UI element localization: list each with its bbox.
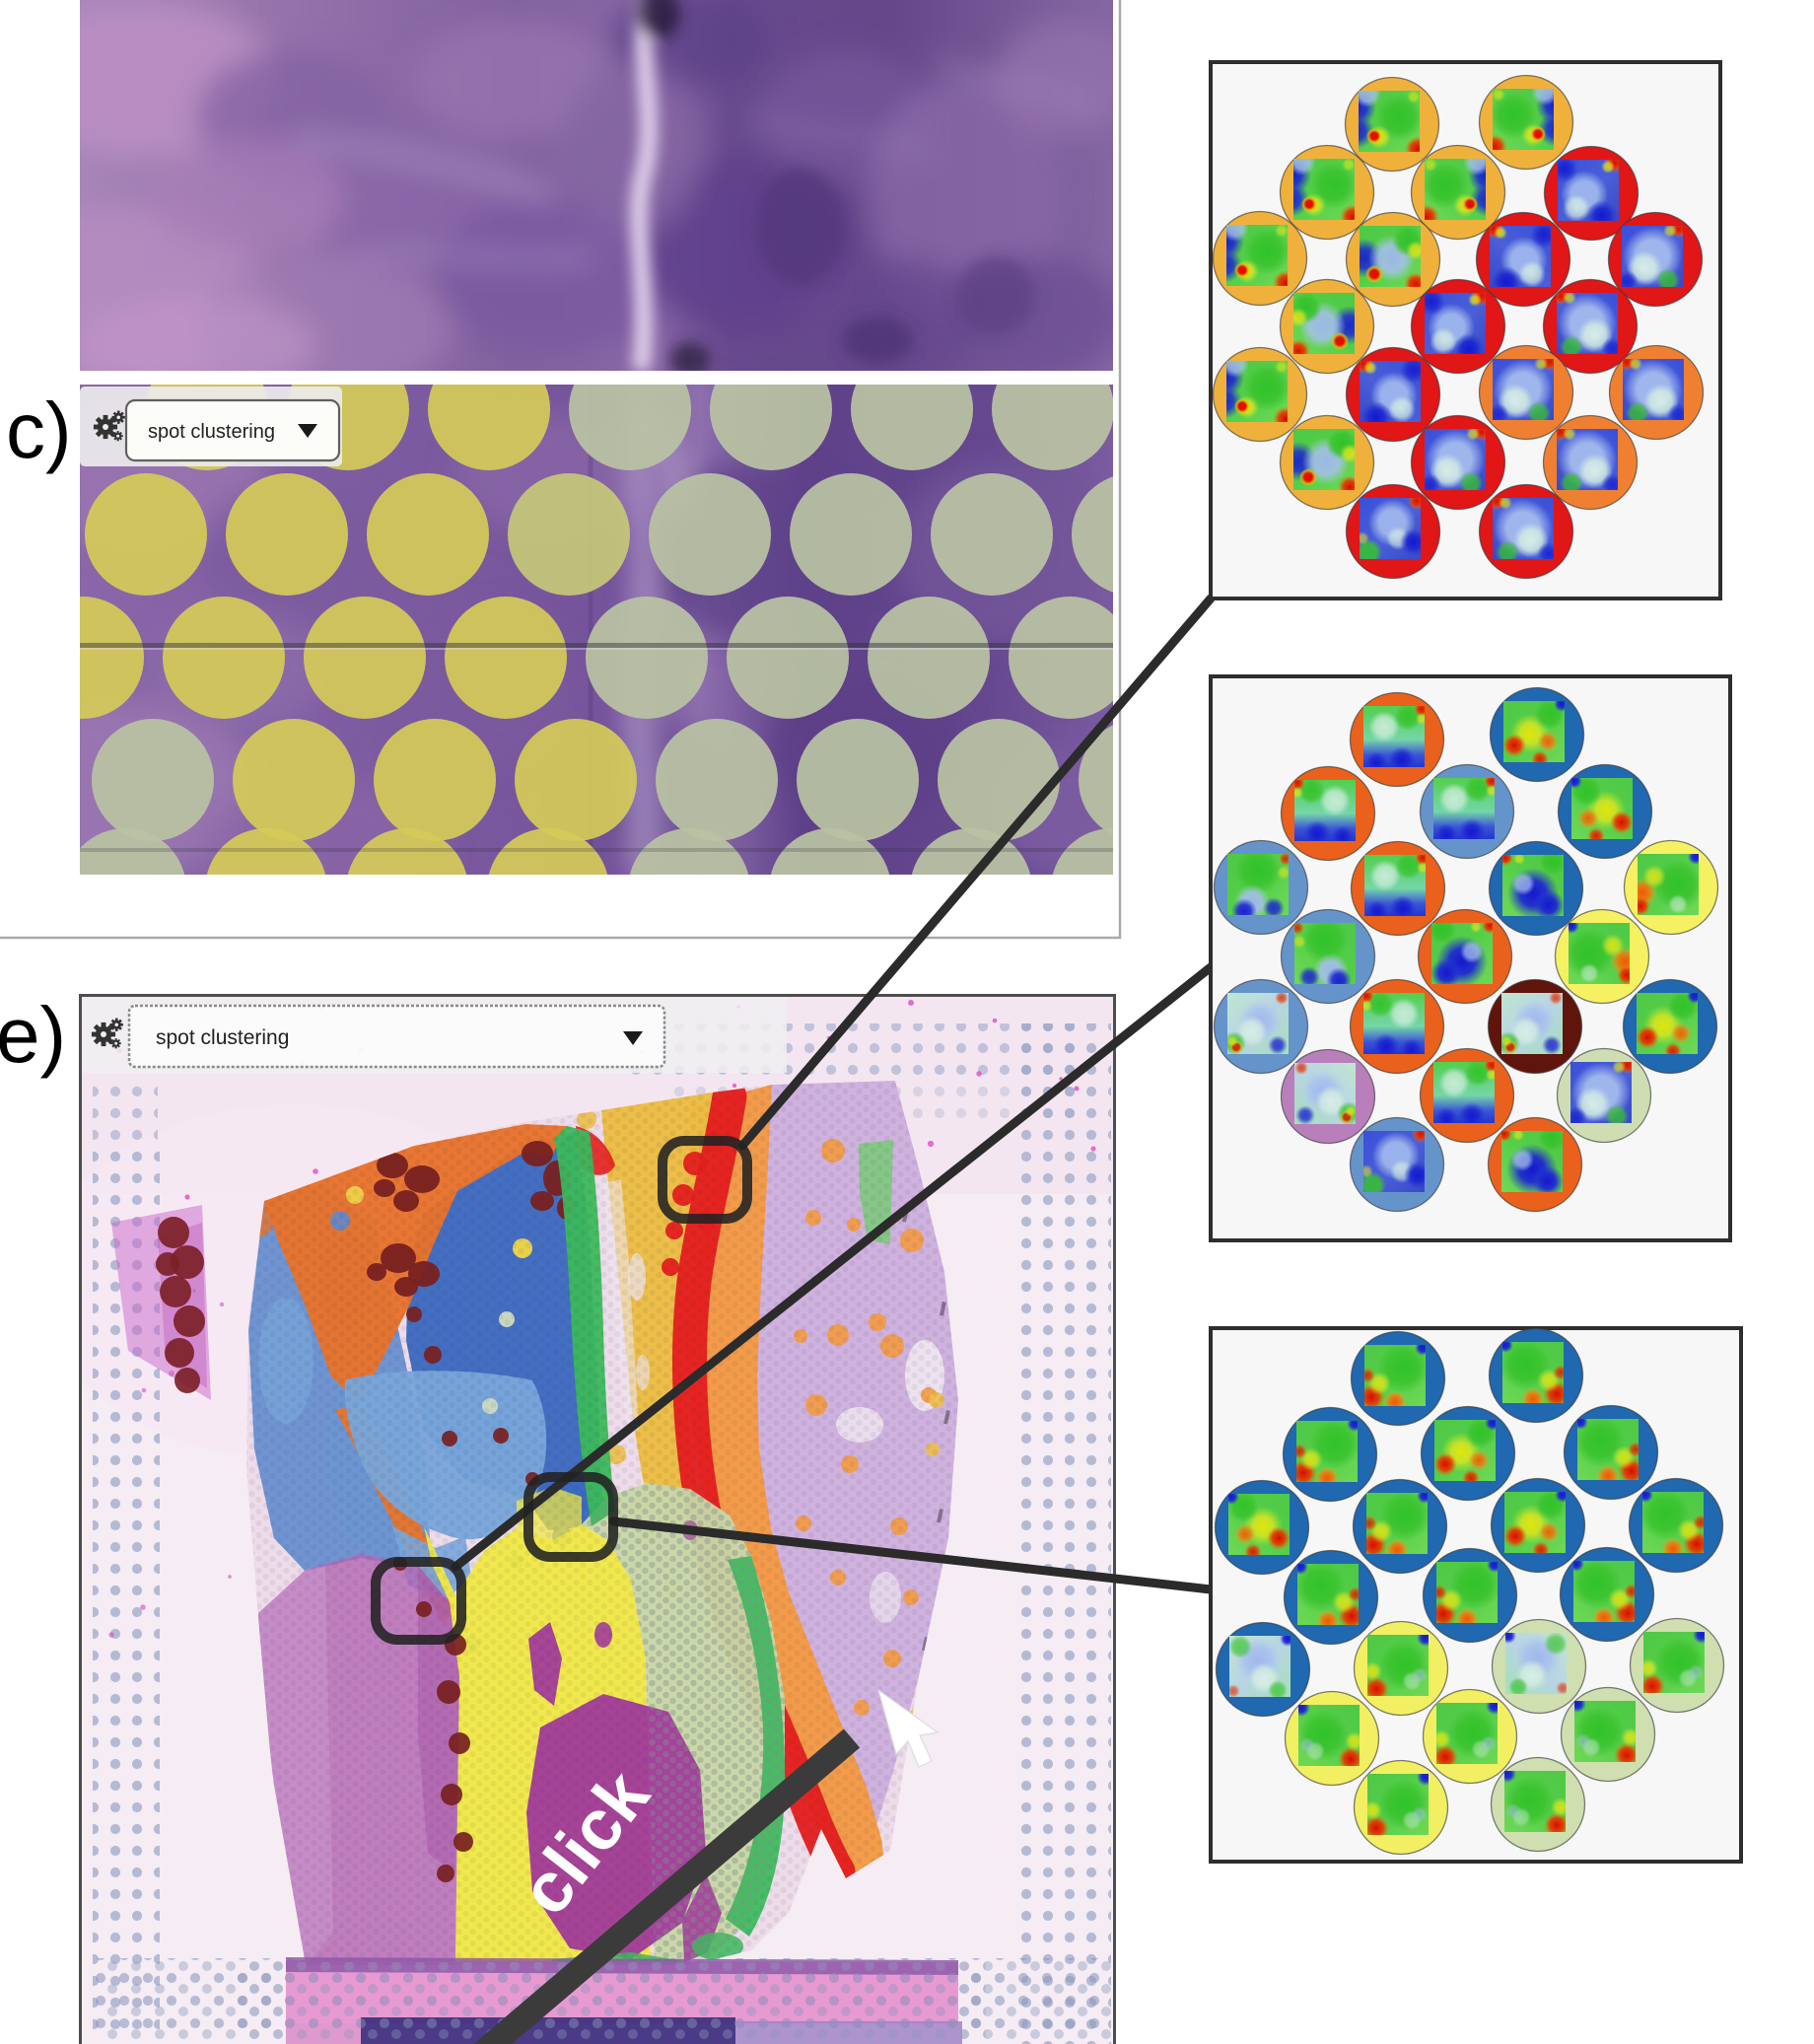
svg-text:spot clustering: spot clustering bbox=[148, 421, 275, 443]
svg-text:c): c) bbox=[6, 387, 72, 474]
svg-text:spot clustering: spot clustering bbox=[156, 1026, 289, 1049]
svg-text:e): e) bbox=[0, 991, 66, 1079]
